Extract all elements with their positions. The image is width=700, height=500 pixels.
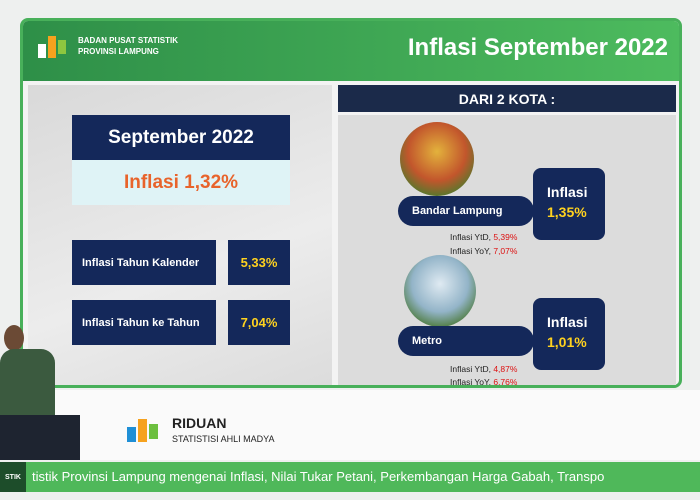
ytd-label: Inflasi YtD, [450, 364, 491, 374]
header-band [23, 21, 679, 81]
yoy-label: Inflasi YoY, [450, 377, 491, 385]
lower-band [0, 390, 700, 460]
cities-heading: DARI 2 KOTA : [338, 85, 676, 112]
ytd: Inflasi YtD, 5,39% [450, 232, 517, 242]
ytd-value: 4,87% [493, 364, 518, 374]
yoy-value: 6,76% [493, 377, 518, 385]
headline: Inflasi 1,32% [72, 160, 290, 205]
city-inflasi: 1,01% [547, 334, 587, 350]
speaker-role: STATISTISI AHLI MADYA [172, 434, 275, 444]
yoy: Inflasi YoY, 6,76% [450, 377, 517, 385]
ytd: Inflasi YtD, 4,87% [450, 364, 517, 374]
city-box: Inflasi 1,01% [533, 298, 605, 370]
ticker-text: tistik Provinsi Lampung mengenai Inflasi… [32, 469, 605, 484]
yoy: Inflasi YoY, 7,07% [450, 246, 517, 256]
ticker [0, 462, 700, 492]
row-label: Inflasi Tahun ke Tahun [72, 300, 216, 345]
presenter [0, 325, 60, 465]
row-value: 7,04% [228, 300, 290, 345]
speaker-name: RIDUAN [172, 415, 227, 431]
logo [38, 36, 66, 58]
title: Inflasi September 2022 [407, 34, 668, 61]
city-image [404, 255, 476, 327]
city-box: Inflasi 1,35% [533, 168, 605, 240]
city-inflasi: 1,35% [547, 204, 587, 220]
city-image [400, 122, 474, 196]
podium [0, 415, 80, 460]
org-line: PROVINSI LAMPUNG [78, 47, 159, 56]
row-label: Inflasi Tahun Kalender [72, 240, 216, 285]
yoy-value: 7,07% [493, 246, 518, 256]
city-name: Metro [398, 326, 534, 356]
city-inflasi-label: Inflasi [547, 184, 588, 200]
yoy-label: Inflasi YoY, [450, 246, 491, 256]
period: September 2022 [72, 115, 290, 160]
org-line: BADAN PUSAT STATISTIK [78, 36, 178, 45]
row-value: 5,33% [228, 240, 290, 285]
logo [127, 419, 158, 442]
ytd-label: Inflasi YtD, [450, 232, 491, 242]
city-inflasi-label: Inflasi [547, 314, 588, 330]
city-name: Bandar Lampung [398, 196, 534, 226]
ticker-tag: STIK [0, 462, 26, 492]
ytd-value: 5,39% [493, 232, 518, 242]
